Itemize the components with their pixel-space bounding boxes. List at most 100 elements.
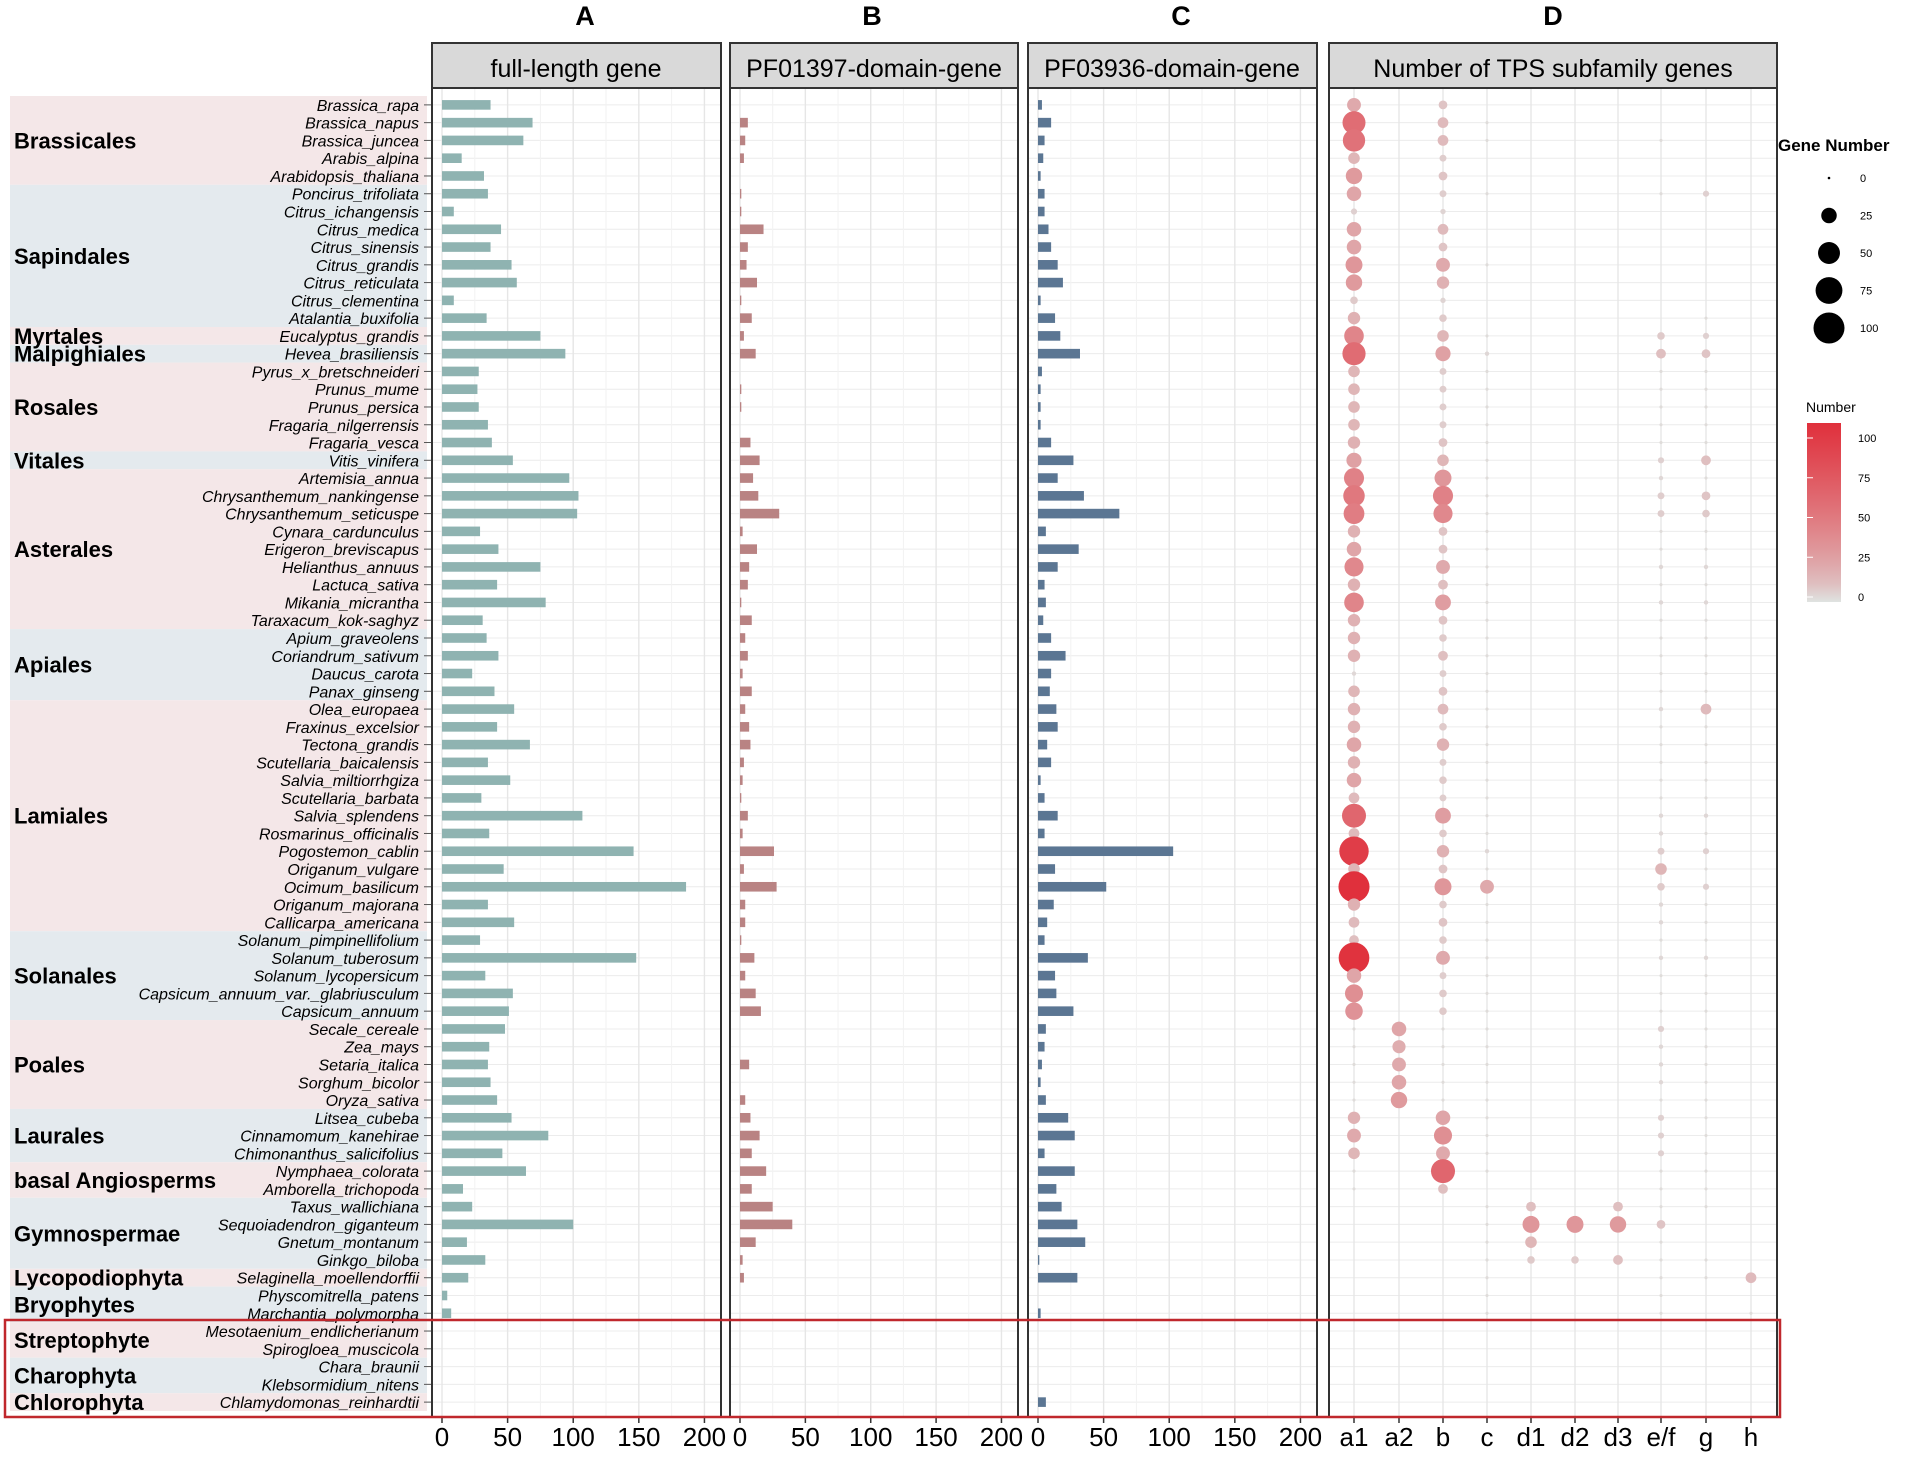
species-label: Citrus_medica xyxy=(317,222,419,239)
panel-a-bar xyxy=(442,117,533,128)
tps-dot xyxy=(1485,671,1489,676)
panel-a-bar xyxy=(442,544,499,554)
panel-a-bar xyxy=(442,615,483,626)
tps-dot xyxy=(1480,879,1494,894)
panel-c-bar xyxy=(1038,686,1050,697)
tps-dot xyxy=(1391,1021,1407,1037)
tps-dot xyxy=(1485,565,1489,569)
panel-c-strip xyxy=(1027,42,1318,89)
tps-dot xyxy=(1348,828,1360,839)
panel-b-bar xyxy=(740,117,748,128)
panel-c-x-tick-label: 150 xyxy=(1213,1422,1256,1452)
panel-c-bar xyxy=(1038,1077,1041,1088)
tps-dot xyxy=(1437,330,1449,342)
tps-dot xyxy=(1344,984,1364,1003)
tps-dot xyxy=(1704,1080,1708,1084)
panel-a-bar xyxy=(442,1201,473,1212)
tps-dot xyxy=(1704,1169,1708,1173)
panel-a-bar xyxy=(442,704,515,714)
tps-dot xyxy=(1659,583,1663,587)
tps-dot xyxy=(1702,848,1710,855)
order-label-bryophytes: Bryophytes xyxy=(14,1292,135,1317)
species-label: Mesotaenium_endlicherianum xyxy=(206,1324,419,1341)
panel-d-x-tick-label: g xyxy=(1699,1422,1713,1452)
tps-dot xyxy=(1440,208,1446,215)
panel-d-x-tick-label: e/f xyxy=(1647,1422,1677,1452)
panel-c-bar xyxy=(1038,704,1057,714)
tps-dot xyxy=(1485,263,1489,267)
panel-b-bar xyxy=(740,1237,756,1247)
tps-dot xyxy=(1346,737,1362,752)
tps-dot xyxy=(1350,208,1358,215)
panel-a-bar xyxy=(442,242,491,252)
panel-c-bar xyxy=(1038,739,1048,750)
tps-dot xyxy=(1349,935,1359,945)
panel-c-bar xyxy=(1038,775,1041,785)
panel-a-bar xyxy=(442,1041,490,1052)
size-legend-dot xyxy=(1818,242,1840,264)
panel-b-bar xyxy=(740,739,751,750)
species-label: Olea_europaea xyxy=(309,702,419,719)
species-label: Gnetum_montanum xyxy=(278,1235,419,1252)
tps-dot xyxy=(1658,813,1664,818)
species-label: Citrus_clementina xyxy=(291,293,419,310)
order-label-chlorophyta: Chlorophyta xyxy=(14,1390,144,1415)
size-legend-dot xyxy=(1813,312,1845,344)
tps-dot xyxy=(1346,186,1362,202)
order-band-streptophyte xyxy=(10,1322,427,1358)
panel-c-bars: 0 50 100 150 200 xyxy=(1027,87,1322,1452)
panel-a-bar xyxy=(442,1290,448,1301)
panel-c-bar xyxy=(1038,402,1041,412)
order-label-malpighiales: Malpighiales xyxy=(14,342,146,367)
tps-dot xyxy=(1659,440,1663,445)
tps-dot xyxy=(1436,257,1450,272)
tps-dot xyxy=(1390,1091,1408,1109)
panel-c-bar xyxy=(1038,668,1052,679)
tps-dot xyxy=(1659,689,1663,693)
panel-letter-d: D xyxy=(1543,1,1563,31)
tps-dot xyxy=(1702,190,1710,197)
panel-a-bar xyxy=(442,1095,498,1105)
panel-c-bar xyxy=(1038,313,1056,323)
panel-c-bar xyxy=(1038,1024,1046,1034)
tps-dot xyxy=(1438,917,1448,927)
color-legend: Number 0 25 50 75 100 xyxy=(1806,399,1876,604)
tps-dot xyxy=(1352,1098,1356,1102)
tps-dot xyxy=(1704,920,1708,924)
species-label: Apium_graveolens xyxy=(285,631,419,648)
tps-dot xyxy=(1657,510,1665,518)
panel-b-plot-bg xyxy=(730,88,1018,1417)
panel-c-bar xyxy=(1038,1201,1062,1212)
panel-b-bar xyxy=(740,544,757,554)
tps-dot xyxy=(1485,654,1489,658)
tps-dot xyxy=(1485,440,1489,445)
tps-dot xyxy=(1438,438,1448,447)
panel-a-bar xyxy=(442,1184,463,1194)
order-label-sapindales: Sapindales xyxy=(14,244,130,269)
panel-a-plot-bg xyxy=(432,88,721,1417)
species-label: Chimonanthus_salicifolius xyxy=(234,1146,419,1163)
order-band-brassicales xyxy=(10,96,427,185)
tps-dot xyxy=(1659,1098,1663,1102)
species-label: Prunus_persica xyxy=(308,400,419,417)
species-label: Fragaria_vesca xyxy=(309,436,419,453)
tps-dot xyxy=(1439,936,1447,944)
species-label: Nymphaea_colorata xyxy=(276,1164,419,1181)
tps-dot xyxy=(1347,614,1361,627)
tps-dot xyxy=(1342,342,1366,366)
tps-dot xyxy=(1704,1151,1708,1155)
tps-dot xyxy=(1485,583,1489,587)
panel-b-bar xyxy=(740,668,743,679)
panel-c-x-tick-label: 200 xyxy=(1279,1422,1322,1452)
tps-dot xyxy=(1659,636,1663,640)
tps-dot xyxy=(1441,1062,1445,1067)
color-legend-label: 75 xyxy=(1858,473,1870,485)
tps-dot xyxy=(1485,423,1489,427)
size-legend-label: 100 xyxy=(1860,323,1878,335)
tps-dot xyxy=(1348,365,1360,378)
species-label: Secale_cereale xyxy=(309,1022,419,1039)
panel-c-bar xyxy=(1038,988,1057,999)
order-band-gymnospermae xyxy=(10,1197,427,1269)
tps-dot xyxy=(1703,955,1709,961)
panel-b-bar xyxy=(740,473,754,483)
